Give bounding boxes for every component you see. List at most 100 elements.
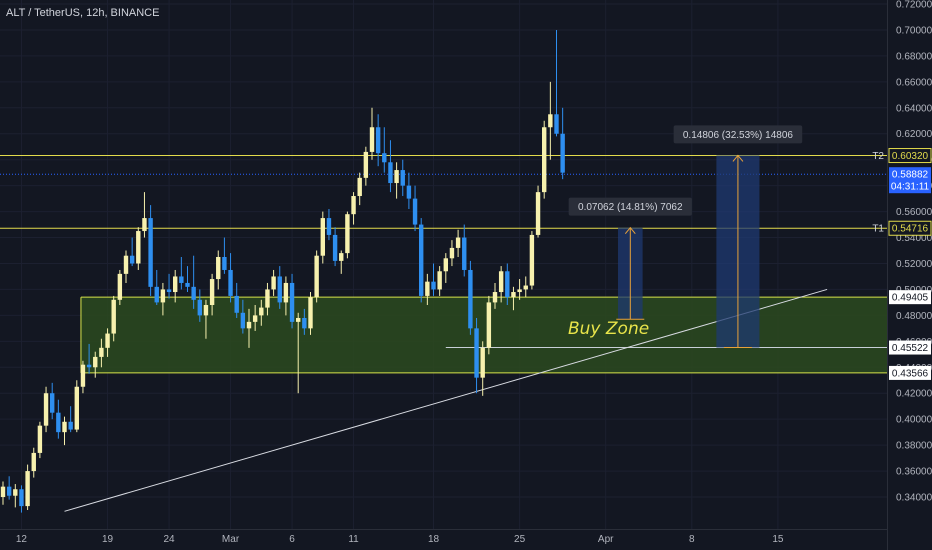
- candle-body: [43, 393, 49, 426]
- candle-body: [542, 127, 547, 193]
- candle-body: [462, 237, 467, 270]
- candle-body: [259, 307, 264, 316]
- y-tick-label: 0.56000: [896, 207, 932, 218]
- candle-body: [449, 247, 455, 259]
- y-tick-label: 0.40000: [896, 415, 932, 426]
- candle-body: [437, 271, 442, 290]
- projection-arrowhead-2: [732, 154, 744, 162]
- candle-body: [302, 317, 307, 329]
- x-tick-label: Apr: [598, 534, 614, 545]
- candle-body: [50, 393, 55, 413]
- x-tick-label: 24: [163, 534, 175, 545]
- x-tick-label: 19: [102, 534, 114, 545]
- candle-body: [308, 297, 313, 329]
- candle-body: [129, 255, 135, 264]
- candle-body: [117, 273, 123, 300]
- candle-body: [265, 289, 270, 308]
- trendline-layer: [64, 288, 828, 512]
- candle-body: [62, 421, 67, 433]
- price-tag-bg: [888, 148, 932, 164]
- candle-body: [554, 114, 559, 134]
- candle-body: [142, 218, 147, 232]
- candle-body: [197, 299, 202, 316]
- price-tag-value: 0.45522: [892, 343, 929, 354]
- candles-layer: [0, 29, 565, 513]
- candle-body: [332, 234, 338, 261]
- candle-body: [443, 258, 448, 272]
- candle-body: [314, 255, 319, 298]
- x-tick-label: Mar: [222, 534, 240, 545]
- candle-body: [289, 282, 295, 322]
- candle-body: [363, 151, 369, 178]
- candle-body: [375, 127, 381, 154]
- price-tag-bg: [889, 365, 931, 380]
- candle-body: [31, 452, 36, 472]
- candle-body: [382, 153, 387, 163]
- candle-body: [160, 289, 166, 303]
- candle-body: [246, 321, 252, 329]
- candle-body: [474, 328, 479, 378]
- candle-body: [25, 471, 30, 507]
- y-tick-label: 0.64000: [896, 103, 932, 114]
- candle-body: [283, 282, 289, 303]
- projection-arrowhead-1: [624, 226, 636, 234]
- candle-body: [136, 231, 141, 264]
- projection-label-bg-1: [568, 197, 692, 216]
- y-tick-label: 0.66000: [896, 77, 932, 88]
- candle-body: [68, 421, 73, 430]
- candle-body: [216, 257, 221, 280]
- candle-body: [6, 486, 12, 496]
- candle-body: [0, 486, 6, 498]
- candle-body: [369, 127, 375, 152]
- projections-layer: 0.07062 (14.81%) 7062 0.14806 (32.53%) 14…: [568, 125, 803, 349]
- y-tick-label: 0.54000: [896, 233, 932, 244]
- candle-body: [492, 292, 498, 303]
- time-axis: 12 19 24 Mar 6 11 18 25 Apr 8 15: [16, 534, 784, 545]
- candle-body: [191, 286, 196, 300]
- candle-body: [123, 255, 129, 274]
- candle-body: [271, 276, 276, 290]
- projection-label-2: 0.14806 (32.53%) 14806: [683, 130, 794, 141]
- candle-body: [277, 276, 282, 303]
- x-tick-label: 6: [289, 534, 295, 545]
- x-tick-label: 15: [772, 534, 784, 545]
- candle-body: [166, 289, 172, 293]
- level-label-t1: T1: [872, 224, 884, 235]
- candle-body: [99, 347, 104, 357]
- y-tick-label: 0.34000: [896, 493, 932, 504]
- x-tick-label: 8: [689, 534, 695, 545]
- candle-body: [74, 386, 79, 430]
- candle-body: [320, 218, 325, 256]
- candle-body: [296, 317, 301, 322]
- candle-body: [222, 257, 227, 270]
- symbol-title: ALT / TetherUS, 12h, BINANCE: [6, 7, 160, 19]
- candle-body: [394, 170, 399, 184]
- price-tag-value: 0.60320: [892, 151, 929, 162]
- candle-body: [425, 281, 430, 296]
- candle-body: [86, 364, 92, 368]
- y-tick-label: 0.72000: [896, 0, 932, 11]
- candle-body: [209, 279, 215, 306]
- candle-body: [345, 214, 350, 254]
- candle-body: [560, 133, 565, 173]
- candle-body: [388, 162, 393, 184]
- price-tag-bg: [888, 220, 932, 236]
- candle-body: [486, 302, 492, 348]
- candle-body: [203, 305, 209, 316]
- price-tag-value: 0.43566: [892, 368, 929, 379]
- candle-body: [455, 237, 461, 248]
- price-tag-bg: [889, 167, 931, 194]
- x-tick-label: 11: [348, 534, 359, 545]
- candle-body: [111, 299, 116, 334]
- candle-body: [234, 295, 239, 313]
- candle-body: [179, 276, 184, 283]
- candle-body: [535, 192, 541, 235]
- candle-body: [523, 285, 528, 290]
- buy-zone-label: Buy Zone: [568, 319, 649, 339]
- trendline: [64, 288, 828, 512]
- candle-body: [412, 198, 418, 225]
- candle-body: [80, 364, 86, 387]
